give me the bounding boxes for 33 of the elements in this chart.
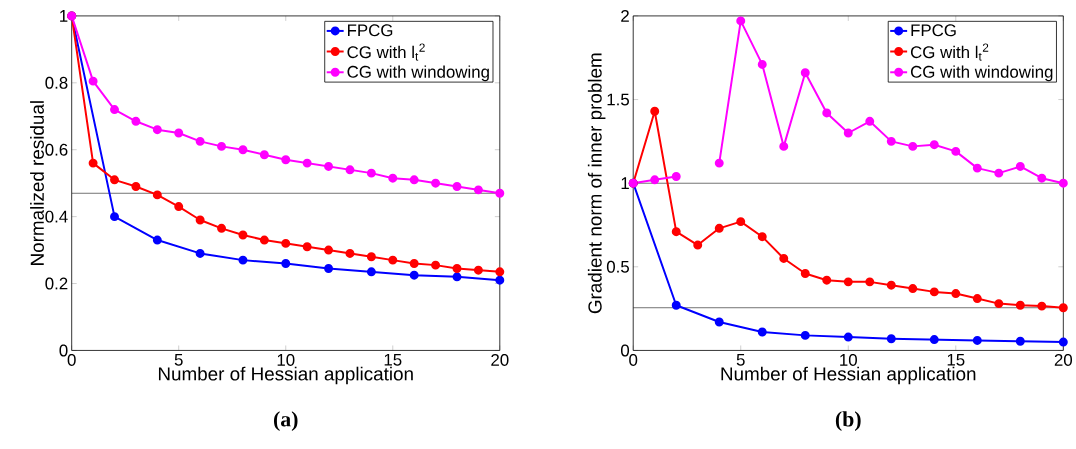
legend-label: FPCG	[348, 24, 393, 37]
x-tick-label: 20	[1054, 353, 1073, 366]
x-tick-label: 20	[491, 353, 509, 366]
legend-label: CG with windowing	[910, 65, 1053, 82]
y-tick-label: 2	[621, 10, 629, 22]
text: (a)	[273, 411, 298, 432]
x-tick-label: 10	[840, 353, 857, 366]
x-tick-label: 10	[277, 353, 295, 366]
y-tick-label: 0	[620, 344, 630, 357]
y-axis-title: Gradient norm of inner problem	[587, 53, 606, 314]
y-tick-label: 0.2	[45, 277, 68, 290]
x-tick-label: 5	[736, 353, 745, 366]
x-tick-label: 15	[947, 353, 965, 366]
y-tick-label: 0.4	[45, 210, 68, 223]
x-tick-label: 5	[174, 353, 183, 366]
x-axis-title: Number of Hessian application	[721, 366, 976, 385]
legend-label: CG with l$_{t}$2	[910, 43, 989, 61]
legend-label: CG with l$_{t}$2	[347, 43, 425, 61]
legend-label: CG with windowing	[347, 65, 489, 82]
y-tick-label: 0.8	[45, 76, 68, 89]
y-tick-label: 1	[621, 177, 629, 189]
y-tick-label: 1	[60, 10, 68, 22]
y-tick-label: 1.5	[607, 93, 629, 106]
x-axis-title: Number of Hessian application	[158, 366, 413, 385]
legend-label: FPCG	[911, 24, 956, 37]
y-tick-label: 0	[59, 344, 68, 357]
x-tick-label: 0	[67, 353, 76, 366]
y-axis-title: Normalized residual	[30, 101, 44, 265]
y-tick-label: 0.6	[45, 143, 68, 156]
x-tick-label: 0	[629, 353, 638, 366]
y-tick-label: 0.5	[606, 260, 629, 273]
x-tick-label: 15	[384, 353, 402, 366]
text: (b)	[835, 411, 861, 432]
